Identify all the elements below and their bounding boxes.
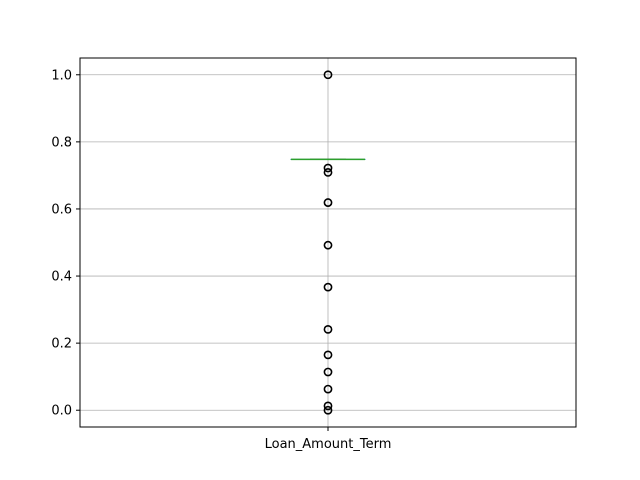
x-tick-label: Loan_Amount_Term bbox=[265, 437, 392, 452]
outlier-point bbox=[323, 367, 333, 377]
y-tick-label: 0.4 bbox=[51, 270, 72, 285]
outlier-layer bbox=[323, 70, 333, 415]
tick-layer: 0.0 0.2 0.4 0.6 0.8 1.0 Loan_Amount_Term bbox=[51, 68, 391, 452]
outlier-point bbox=[323, 167, 333, 177]
outlier-point bbox=[323, 401, 333, 411]
outlier-point bbox=[323, 70, 333, 80]
outlier-point bbox=[323, 384, 333, 394]
y-tick-label: 0.8 bbox=[51, 135, 72, 150]
outlier-point bbox=[323, 350, 333, 360]
y-tick-label: 1.0 bbox=[51, 68, 72, 83]
outlier-point bbox=[323, 282, 333, 292]
grid-layer bbox=[80, 58, 576, 427]
outlier-point bbox=[323, 240, 333, 250]
y-tick-label: 0.6 bbox=[51, 202, 72, 217]
y-tick-label: 0.2 bbox=[51, 337, 72, 352]
outlier-point bbox=[323, 324, 333, 334]
outlier-point bbox=[323, 405, 333, 415]
outlier-point bbox=[323, 198, 333, 207]
y-tick-label: 0.0 bbox=[51, 404, 72, 419]
outlier-point bbox=[323, 163, 333, 173]
